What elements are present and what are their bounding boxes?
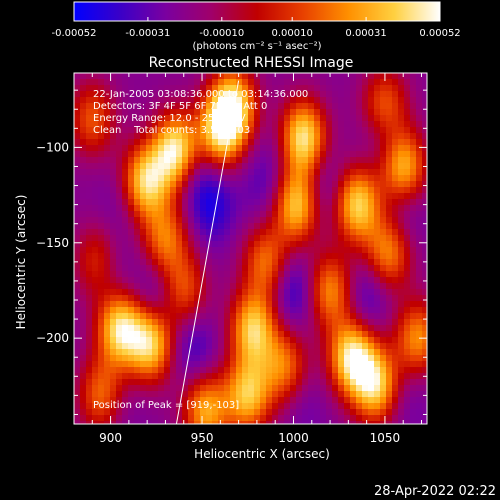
annotation-time-range: 22-Jan-2005 03:08:36.000 to 03:14:36.000 [93,89,308,100]
y-tick-label: −200 [36,331,69,345]
footer-timestamp: 28-Apr-2022 02:22 [374,484,496,499]
colorbar-tick-label: -0.00052 [52,28,97,39]
plot-frame [73,72,428,425]
annotation-energy-range: Energy Range: 12.0 - 25.0 keV [93,113,246,124]
colorbar-tick-label: -0.00010 [199,28,244,39]
heatmap-image [74,73,427,424]
colorbar-tick-label: 0.00031 [345,28,386,39]
colorbar-tick-label: 0.00010 [272,28,313,39]
y-axis: −100 −150 −200 [36,89,427,415]
y-axis-label: Heliocentric Y (arcsec) [14,195,28,330]
colorbar-units-label: (photons cm⁻² s⁻¹ asec⁻²) [192,41,321,52]
solar-limb-line [175,80,240,424]
annotation-clean-counts: Clean Total counts: 3.58E+03 [93,125,250,136]
y-tick-label: −100 [36,140,69,154]
chart-title: Reconstructed RHESSI Image [149,55,354,71]
x-tick-label: 1000 [278,431,309,445]
x-axis: 900 950 1000 1050 [73,73,423,445]
x-tick-label: 900 [99,431,122,445]
colorbar-ticks: -0.00052 -0.00031 -0.00010 0.00010 0.00031 0.… [52,17,461,39]
x-tick-label: 1050 [370,431,401,445]
peak-position-label: Position of Peak = [919,-103] [93,400,239,411]
colorbar: -0.00052 -0.00031 -0.00010 0.00010 0.00031 0.… [52,1,461,52]
colorbar-tick-label: -0.00031 [125,28,170,39]
info-annotations: 22-Jan-2005 03:08:36.000 to 03:14:36.000… [93,89,308,411]
colorbar-tick-label: 0.00052 [419,28,460,39]
colorbar-gradient [73,1,441,22]
y-tick-label: −150 [36,236,69,250]
annotation-detectors: Detectors: 3F 4F 5F 6F 7F 8F, Att 0 [93,101,267,112]
x-tick-label: 950 [191,431,214,445]
x-axis-label: Heliocentric X (arcsec) [194,447,330,461]
